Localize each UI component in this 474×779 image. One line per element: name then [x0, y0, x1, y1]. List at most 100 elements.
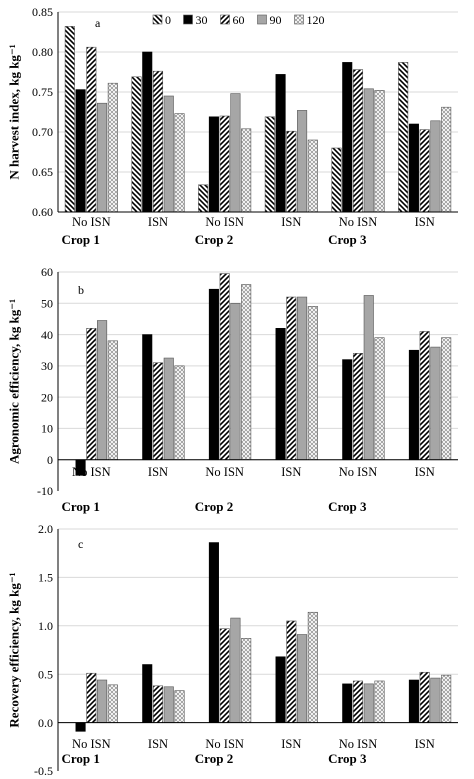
panel-1-bar-30-5 — [408, 349, 419, 461]
panel-1-bar-90-3 — [297, 296, 308, 461]
panel-0-bar-60-4 — [352, 69, 364, 213]
panel-c-y-axis-label: Recovery efficiency, kg kg⁻¹ — [7, 572, 22, 727]
panel-1-bar-30-2 — [208, 288, 219, 461]
panel-1-bar-120-0 — [107, 340, 118, 461]
panel-0-category-label: ISN — [281, 215, 301, 229]
panel-c: Recovery efficiency, kg kg⁻¹ c -0.5 0.0 0.… — [7, 522, 458, 778]
panel-1-y-tick-label: 60 — [41, 265, 53, 279]
panel-1-y-tick-label: 0 — [47, 453, 53, 467]
panel-0-category-label: No ISN — [205, 215, 244, 229]
legend-label-120: 120 — [307, 13, 325, 27]
panel-1-category-label: No ISN — [339, 465, 378, 479]
panel-2-bar-90-5 — [430, 677, 441, 723]
panel-2-y-tick-label: 2.0 — [38, 522, 53, 536]
panel-b: Agronomic efficiency, kg kg⁻¹ b -10 0 10 20… — [7, 265, 458, 514]
panel-2-bar-120-0 — [107, 684, 118, 723]
panel-2-category-label: ISN — [281, 737, 301, 751]
panel-0-y-tick-label: 0.60 — [32, 205, 53, 219]
panel-2-category-label: No ISN — [339, 737, 378, 751]
panel-0-bar-90-5 — [430, 120, 441, 213]
panel-2-bar-60-1 — [152, 685, 164, 723]
panel-0-bar-0-5 — [398, 62, 409, 213]
panel-1-category-label: ISN — [281, 465, 301, 479]
panel-0-bar-30-0 — [75, 89, 86, 213]
panel-0-bar-60-0 — [86, 46, 97, 213]
panel-2-y-tick-label: 0.0 — [38, 716, 53, 730]
panel-2-bar-60-2 — [219, 628, 230, 723]
panel-2-bar-90-3 — [297, 634, 308, 723]
panel-0-bar-90-3 — [297, 110, 308, 213]
panel-1-bar-120-2 — [241, 284, 252, 461]
panel-2-y-tick-label: 1.5 — [38, 571, 53, 585]
panel-2-bar-120-5 — [441, 674, 452, 723]
panel-0-bar-120-4 — [374, 90, 385, 213]
panel-0-y-tick-label: 0.80 — [32, 45, 53, 59]
panel-1-group-label-crop-2: Crop 2 — [195, 499, 233, 514]
panel-0-y-tick-label: 0.70 — [32, 125, 53, 139]
legend-swatch-120 — [294, 14, 304, 25]
panel-2-category-label: ISN — [148, 737, 168, 751]
panel-1-bar-60-3 — [286, 296, 297, 461]
panel-1-bar-30-3 — [275, 328, 286, 461]
panel-2-bar-30-1 — [142, 664, 153, 723]
panel-0-y-tick-label: 0.75 — [32, 85, 53, 99]
panel-2-y-tick-label: 1.0 — [38, 619, 53, 633]
panel-0-bar-30-2 — [208, 116, 219, 213]
panel-2-category-label: No ISN — [205, 737, 244, 751]
panel-0-bar-120-2 — [241, 128, 252, 213]
panel-0-group-label-crop-3: Crop 3 — [328, 232, 367, 247]
panel-2-bar-120-4 — [374, 680, 385, 723]
legend-swatch-30 — [183, 14, 193, 25]
panel-a-y-axis-label: N harvest index, kg kg⁻¹ — [7, 44, 22, 179]
panel-0-bar-0-0 — [64, 26, 75, 213]
legend-label-30: 30 — [196, 13, 208, 27]
panel-1-category-label: ISN — [415, 465, 435, 479]
panel-1-bar-60-2 — [219, 273, 230, 461]
panel-0-bar-120-0 — [107, 82, 118, 213]
panel-1-bar-60-5 — [419, 331, 430, 461]
panel-2-group-label-crop-3: Crop 3 — [328, 751, 367, 766]
panel-0-bar-0-4 — [331, 147, 342, 213]
legend-label-0: 0 — [165, 13, 171, 27]
panel-0-bar-120-3 — [307, 139, 318, 213]
panel-0-bar-90-0 — [97, 102, 108, 213]
panel-0-bar-0-2 — [198, 184, 209, 213]
panel-1-y-tick-label: 30 — [41, 359, 53, 373]
panel-1-bar-60-4 — [352, 353, 364, 461]
panel-0-bar-30-1 — [142, 51, 153, 213]
panel-2-category-label: No ISN — [72, 737, 111, 751]
panel-2-bar-90-2 — [230, 617, 241, 723]
panel-b-label: b — [78, 283, 84, 297]
panel-1-bar-120-5 — [441, 337, 452, 461]
panel-0-bar-60-3 — [286, 130, 297, 213]
panel-2-bar-60-3 — [286, 620, 297, 723]
panel-2-bar-90-0 — [97, 679, 108, 723]
panel-2-y-tick-label: -0.5 — [34, 764, 53, 778]
panel-1-y-tick-label: 50 — [41, 296, 53, 310]
panel-0-bar-60-1 — [152, 70, 164, 213]
panel-0-y-tick-label: 0.65 — [32, 165, 53, 179]
panel-0-bar-30-3 — [275, 74, 286, 213]
panel-1-y-tick-label: 20 — [41, 390, 53, 404]
panel-0-bar-90-1 — [163, 95, 174, 213]
panel-0-bar-30-4 — [342, 62, 353, 213]
panel-2-bar-60-4 — [352, 680, 364, 723]
panel-0-bar-30-5 — [408, 123, 419, 213]
panel-0-y-tick-label: 0.85 — [32, 5, 53, 19]
panel-c-label: c — [78, 537, 83, 551]
panel-2-bar-120-1 — [174, 690, 185, 723]
panel-a: N harvest index, kg kg⁻¹ a 0.60 0.65 0.70 0… — [7, 5, 458, 247]
panel-1-bar-120-1 — [174, 365, 185, 461]
panel-0-group-label-crop-2: Crop 2 — [195, 232, 233, 247]
panel-0-category-label: No ISN — [339, 215, 378, 229]
panel-2-group-label-crop-1: Crop 1 — [61, 751, 99, 766]
panel-1-y-tick-label: -10 — [37, 484, 53, 498]
panel-0-group-label-crop-1: Crop 1 — [61, 232, 99, 247]
legend-swatch-60 — [220, 14, 230, 25]
panel-0-category-label: ISN — [415, 215, 435, 229]
panel-0-bar-0-1 — [131, 76, 142, 213]
panel-1-group-label-crop-1: Crop 1 — [61, 499, 99, 514]
panel-2-bar-120-2 — [241, 638, 252, 723]
panel-a-label: a — [95, 16, 101, 30]
